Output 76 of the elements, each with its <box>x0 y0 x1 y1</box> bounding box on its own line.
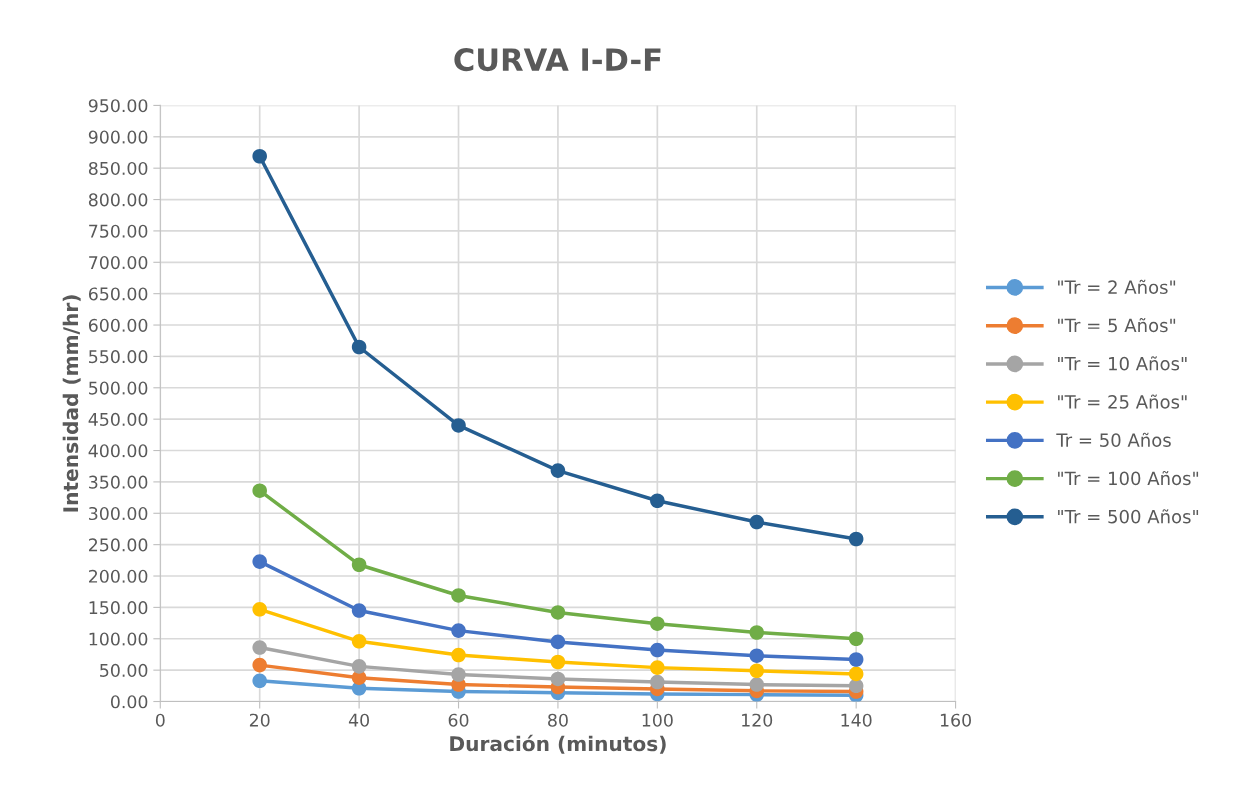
x-tick-label: 60 <box>448 713 469 727</box>
legend-label: "Tr = 25 Años" <box>1058 394 1187 409</box>
point <box>848 678 864 694</box>
y-axis-title: Intensidad (mm/hr) <box>62 295 81 512</box>
point <box>252 657 267 673</box>
point <box>451 667 466 682</box>
y-tick-label: 500.00 <box>89 381 148 395</box>
y-tick-label: 750.00 <box>89 224 148 238</box>
point <box>550 654 566 670</box>
legend-label: "Tr = 500 Años" <box>1058 509 1199 524</box>
legend-label: Tr = 50 Años <box>1056 432 1171 447</box>
point <box>550 634 566 650</box>
y-tick-label: 50.00 <box>100 663 148 677</box>
point <box>351 557 367 573</box>
x-tick-label: 140 <box>841 713 872 727</box>
point <box>749 677 765 692</box>
y-tick-label: 300.00 <box>89 506 148 521</box>
point <box>650 642 665 658</box>
point <box>650 660 665 675</box>
y-tick-label: 800.00 <box>88 193 148 207</box>
y-tick-label: 450.00 <box>88 412 148 426</box>
y-tick-label: 700.00 <box>89 256 148 270</box>
point <box>252 554 267 569</box>
point <box>848 666 864 682</box>
y-tick-label: 150.00 <box>89 601 148 615</box>
point <box>550 605 566 620</box>
y-tick-label: 950.00 <box>88 99 148 113</box>
point <box>650 493 665 509</box>
point <box>252 673 267 689</box>
y-tick-label: 200.00 <box>89 569 148 583</box>
x-tick-label: 160 <box>940 713 971 727</box>
y-tick-label: 850.00 <box>88 161 148 176</box>
point <box>351 634 367 649</box>
point <box>848 652 864 667</box>
point <box>451 418 466 433</box>
point <box>252 483 267 498</box>
point <box>252 640 267 655</box>
point <box>451 647 466 663</box>
y-tick-label: 400.00 <box>88 444 148 458</box>
point <box>351 603 367 618</box>
y-tick-label: 550.00 <box>89 350 148 364</box>
point <box>650 616 665 631</box>
point <box>351 339 367 355</box>
legend-label: "Tr = 2 Años" <box>1058 279 1176 294</box>
legend-label: "Tr = 10 Años" <box>1058 356 1187 371</box>
y-tick-label: 600.00 <box>88 318 148 332</box>
point <box>749 663 765 679</box>
y-tick-label: 350.00 <box>89 475 148 489</box>
legend-label: "Tr = 5 Años" <box>1058 317 1176 333</box>
point <box>848 531 864 547</box>
point <box>550 671 566 687</box>
point <box>252 148 267 164</box>
legend-label: "Tr = 100 Años" <box>1058 470 1199 486</box>
point <box>749 625 765 640</box>
point <box>848 631 864 647</box>
x-tick-label: 0 <box>155 713 165 727</box>
y-tick-label: 100.00 <box>89 632 148 646</box>
y-tick-label: 650.00 <box>88 287 148 301</box>
x-tick-label: 40 <box>348 713 369 727</box>
point <box>650 674 665 690</box>
point <box>550 463 566 478</box>
chart-title: CURVA I-D-F <box>454 48 661 72</box>
point <box>749 648 765 663</box>
x-tick-label: 20 <box>249 713 270 727</box>
point <box>451 588 466 603</box>
x-tick-label: 80 <box>548 713 568 727</box>
x-tick-label: 100 <box>642 713 673 727</box>
point <box>252 602 267 617</box>
y-tick-label: 0.00 <box>110 695 148 709</box>
y-tick-label: 250.00 <box>89 538 148 552</box>
point <box>749 514 765 530</box>
x-axis-title: Duración (minutos) <box>450 734 666 754</box>
point <box>351 659 367 674</box>
y-tick-label: 900.00 <box>88 130 148 144</box>
x-tick-label: 120 <box>742 713 773 727</box>
point <box>451 623 466 638</box>
